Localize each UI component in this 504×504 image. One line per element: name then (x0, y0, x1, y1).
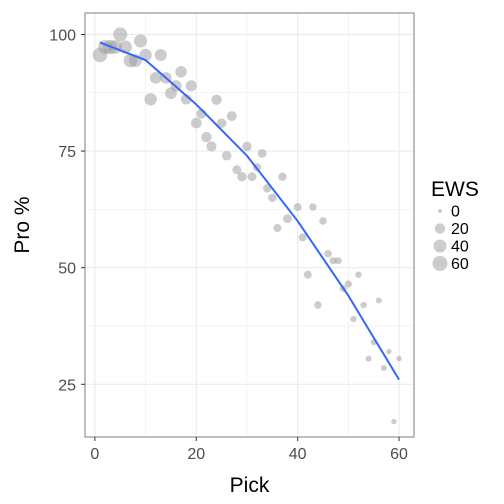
data-point (268, 193, 277, 202)
x-tick-label: 60 (390, 446, 408, 463)
legend-label: 20 (451, 221, 469, 238)
trend-line-group (99, 41, 400, 381)
data-point (350, 315, 357, 323)
x-tick-label: 20 (187, 446, 205, 463)
data-point (242, 141, 252, 152)
data-point (216, 118, 227, 128)
y-tick-label: 25 (58, 377, 76, 394)
data-point (232, 165, 242, 175)
data-point (206, 141, 217, 152)
data-point (273, 224, 282, 233)
data-point (334, 257, 342, 265)
data-point (355, 271, 362, 278)
data-point (113, 27, 128, 42)
data-point (221, 150, 232, 161)
data-point (298, 233, 307, 242)
data-point (190, 117, 202, 129)
legend-title: EWS (431, 178, 479, 201)
plot-panel-background (85, 13, 414, 437)
data-point (134, 34, 147, 48)
legend-key-circle (432, 256, 448, 271)
data-point (257, 148, 267, 158)
data-point (247, 172, 257, 182)
data-point (309, 203, 317, 211)
legend-label: 40 (451, 239, 469, 256)
data-point (314, 301, 322, 309)
legend-key-circle (433, 239, 447, 253)
data-point (375, 297, 382, 304)
data-point (396, 355, 402, 362)
data-point (154, 48, 167, 61)
data-point (319, 217, 327, 225)
data-point (144, 93, 157, 106)
data-point (237, 171, 247, 182)
data-point (391, 418, 397, 425)
trend-line (99, 41, 400, 381)
data-point (283, 214, 292, 224)
data-point (293, 203, 302, 212)
legend-label: 60 (451, 256, 469, 273)
data-point (360, 301, 367, 309)
data-point (365, 355, 372, 362)
data-point (185, 80, 197, 92)
legend-key-circle (438, 209, 442, 213)
data-point (278, 172, 287, 181)
data-point (380, 364, 387, 371)
data-point (226, 111, 237, 122)
grid-lines (85, 13, 414, 437)
data-point (175, 66, 187, 78)
y-tick-label: 100 (49, 27, 76, 44)
legend-key-circle (434, 223, 446, 234)
data-point (324, 249, 332, 258)
data-point (344, 280, 352, 288)
data-point (201, 131, 212, 143)
x-axis-title: Pick (230, 474, 270, 497)
data-point (329, 257, 337, 265)
data-point (149, 71, 162, 84)
legend-label: 0 (451, 204, 460, 221)
data-point (262, 184, 272, 193)
plot-panel-border (84, 12, 415, 438)
x-tick-label: 0 (90, 446, 99, 463)
x-tick-label: 40 (289, 446, 307, 463)
y-axis-title: Pro % (11, 196, 34, 253)
data-point (211, 94, 222, 105)
y-tick-label: 50 (58, 261, 76, 278)
y-tick-label: 75 (58, 144, 76, 161)
data-point (386, 348, 392, 355)
x-axis-ticks: 0 20 40 60 (90, 437, 408, 463)
y-axis-ticks: 25 50 75 100 (49, 27, 85, 394)
data-point (303, 270, 312, 279)
